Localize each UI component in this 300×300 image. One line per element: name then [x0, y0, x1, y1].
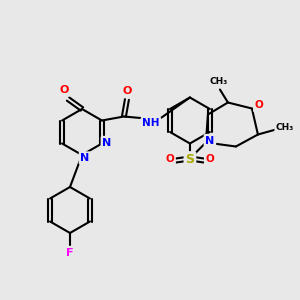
Text: N: N — [205, 136, 214, 146]
Text: N: N — [102, 137, 112, 148]
Text: O: O — [254, 100, 263, 110]
Text: CH₃: CH₃ — [210, 77, 228, 86]
Text: S: S — [185, 153, 194, 166]
Text: O: O — [206, 154, 214, 164]
Text: N: N — [80, 153, 90, 163]
Text: F: F — [66, 248, 74, 258]
Text: CH₃: CH₃ — [276, 123, 294, 132]
Text: NH: NH — [142, 118, 160, 128]
Text: O: O — [166, 154, 174, 164]
Text: O: O — [59, 85, 69, 95]
Text: O: O — [122, 85, 132, 95]
